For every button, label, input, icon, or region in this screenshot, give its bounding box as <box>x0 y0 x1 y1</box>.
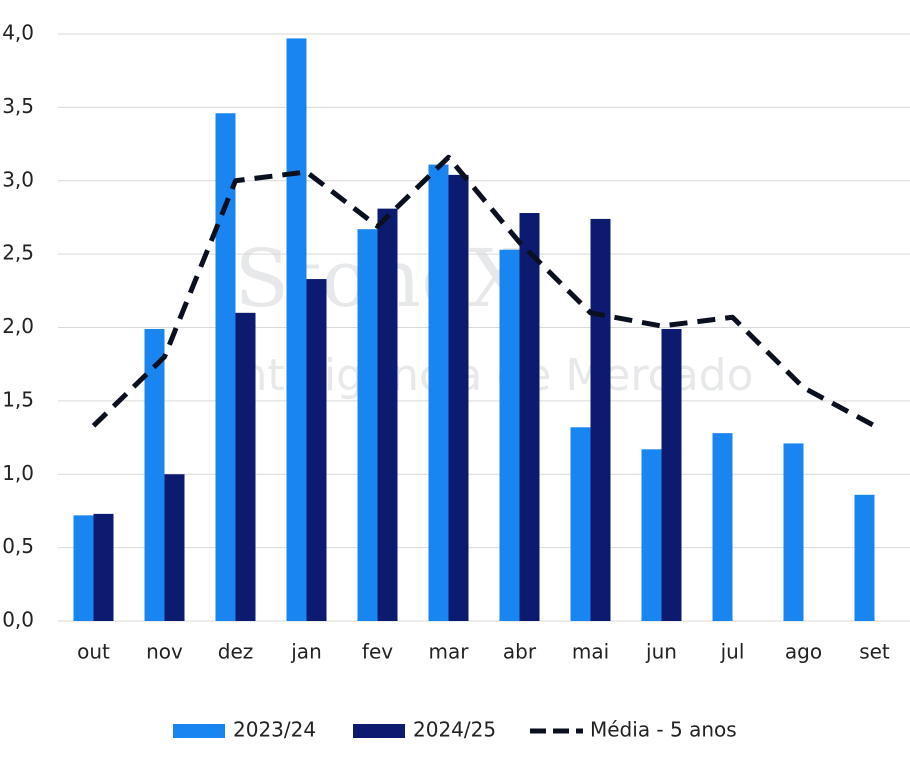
bar <box>357 229 378 622</box>
bar <box>712 433 733 621</box>
y-tick-label: 2,0 <box>2 314 34 338</box>
x-tick-label: jan <box>290 640 322 664</box>
y-tick-label: 0,0 <box>2 608 34 632</box>
x-tick-label: abr <box>503 640 537 664</box>
x-tick-label: set <box>859 640 890 664</box>
bar <box>448 174 469 621</box>
y-tick-label: 0,5 <box>2 534 34 558</box>
x-tick-label: dez <box>218 640 254 664</box>
bar <box>570 427 591 621</box>
bar <box>235 312 256 621</box>
y-tick-label: 1,0 <box>2 461 34 485</box>
bar <box>519 213 540 621</box>
bar <box>144 328 165 621</box>
bar <box>215 113 236 622</box>
x-tick-label: fev <box>362 640 393 664</box>
bar <box>73 515 94 621</box>
legend-label: 2024/25 <box>413 718 496 742</box>
x-tick-label: ago <box>785 640 822 664</box>
bar <box>590 218 611 621</box>
y-tick-label: 3,0 <box>2 167 34 191</box>
bar <box>783 443 804 621</box>
legend-label: 2023/24 <box>233 718 316 742</box>
bar <box>164 474 185 621</box>
y-tick-label: 1,5 <box>2 387 34 411</box>
bar <box>286 38 307 621</box>
line <box>91 154 876 429</box>
x-tick-label: mai <box>572 640 609 664</box>
legend-swatch <box>353 724 405 738</box>
bar <box>93 513 114 621</box>
legend-swatch <box>173 724 225 738</box>
y-tick-label: 2,5 <box>2 241 34 265</box>
bar <box>499 249 520 621</box>
bar <box>641 449 662 621</box>
x-tick-label: nov <box>146 640 183 664</box>
bar <box>377 208 398 621</box>
x-tick-label: out <box>77 640 110 664</box>
bar <box>306 279 327 621</box>
bar <box>661 328 682 621</box>
legend-label: Média - 5 anos <box>590 718 737 742</box>
y-tick-label: 4,0 <box>2 21 34 45</box>
y-tick-label: 3,5 <box>2 94 34 118</box>
bar <box>428 164 449 622</box>
x-tick-label: jul <box>720 640 745 664</box>
x-tick-label: mar <box>429 640 470 664</box>
x-tick-label: jun <box>645 640 677 664</box>
bar <box>854 494 875 621</box>
